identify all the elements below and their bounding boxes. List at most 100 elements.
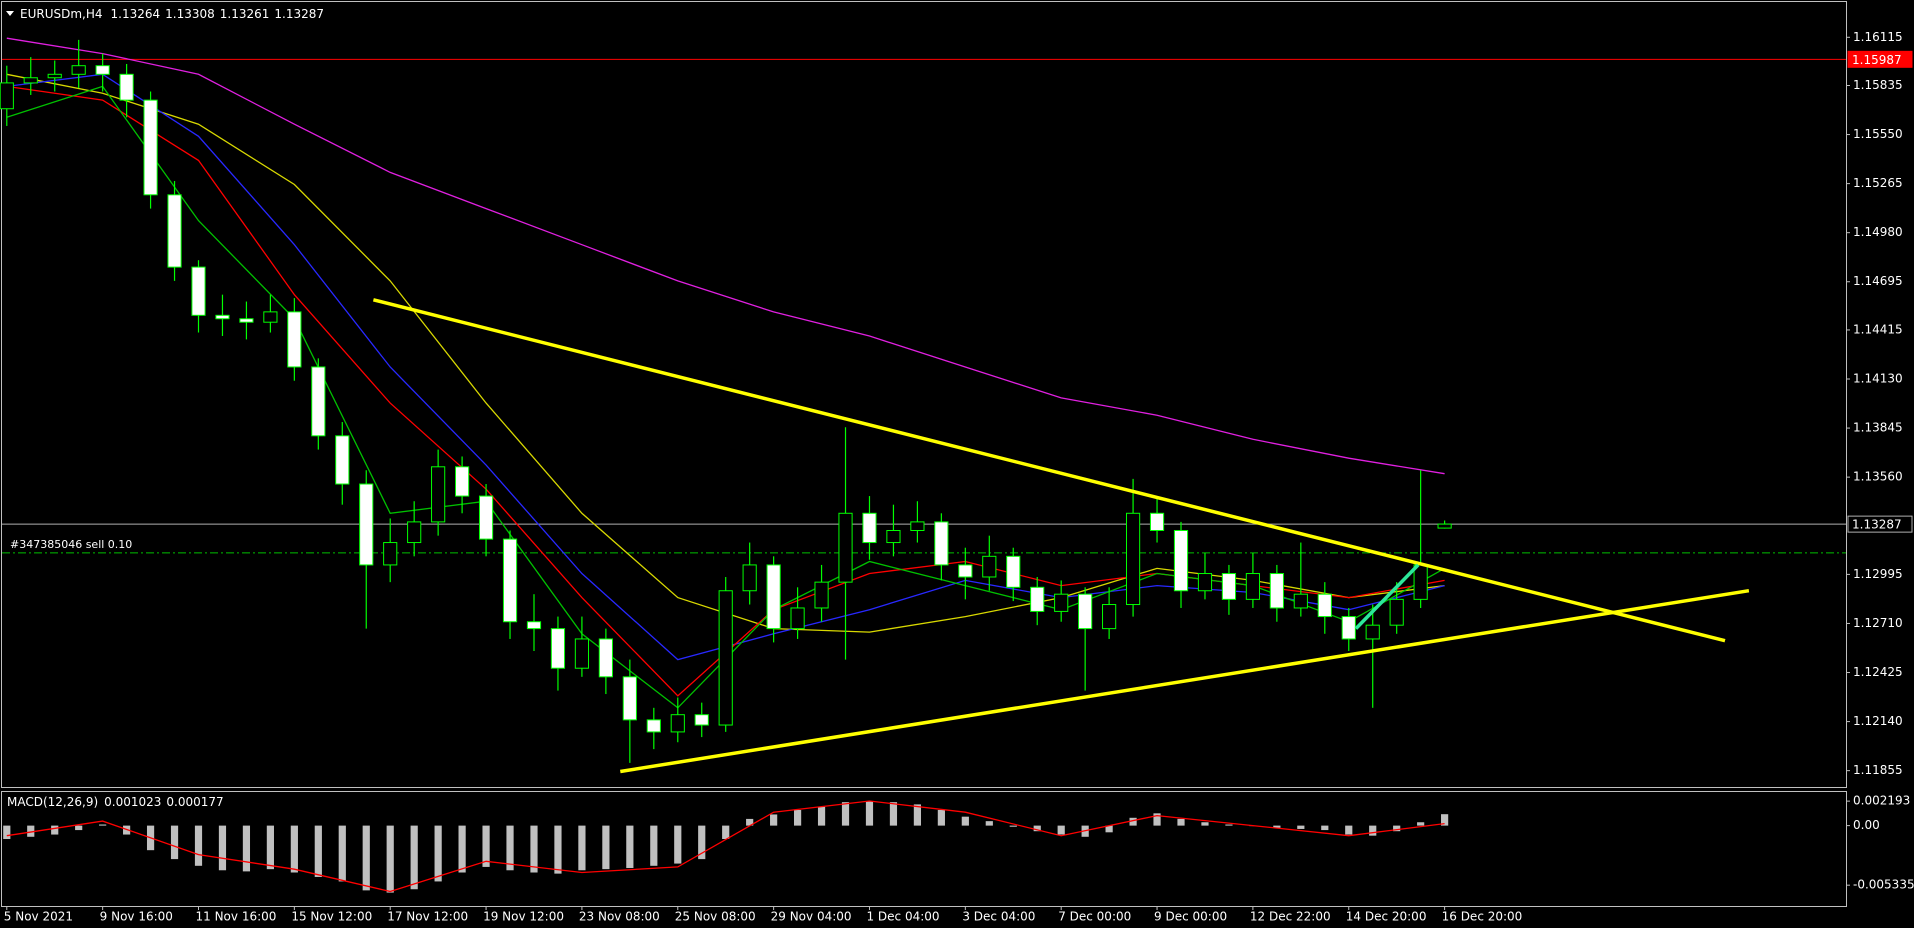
candle-body	[790, 607, 805, 630]
y-tick-label: 1.12995	[1853, 567, 1903, 581]
menu-arrow[interactable]	[6, 11, 14, 16]
macd-bar	[1297, 825, 1305, 829]
y-tick-label: -0.005335	[1853, 878, 1914, 892]
candle-body	[526, 621, 542, 630]
macd-main-value: 0.001023	[104, 795, 161, 809]
macd-bar	[386, 825, 394, 893]
ohlc-open: 1.13264	[111, 7, 161, 21]
candle-body	[431, 466, 446, 523]
x-tick-label: 15 Nov 12:00	[291, 910, 372, 924]
macd-bar	[362, 825, 370, 891]
macd-bar	[817, 806, 826, 826]
x-tick-label: 12 Dec 22:00	[1250, 910, 1331, 924]
candle-body	[455, 466, 470, 497]
candle-body	[694, 714, 709, 726]
macd-bar	[602, 825, 610, 870]
candle-body	[1030, 586, 1045, 612]
macd-signal	[6, 800, 1445, 893]
macd-bar	[194, 825, 203, 866]
candle-body	[862, 512, 877, 544]
y-tick-label: 0.00	[1853, 818, 1880, 832]
y-tick-label: 1.15835	[1853, 78, 1903, 92]
macd-bar	[1393, 825, 1401, 832]
macd-signal-value: 0.000177	[166, 795, 223, 809]
y-tick-label: 1.12425	[1853, 665, 1903, 679]
macd-bar	[1177, 818, 1185, 826]
candle-body	[287, 311, 302, 368]
macd-bar	[1345, 825, 1353, 835]
candle-body	[1389, 598, 1404, 626]
macd-layer: 0.002193 0.00 -0.005335 5 Nov 2021 9 Nov 16:…	[3, 794, 1914, 924]
candle-body	[838, 512, 853, 583]
macd-bar	[1057, 825, 1065, 835]
macd-bar	[770, 814, 778, 826]
candle-body	[574, 638, 590, 669]
candle-body	[0, 82, 14, 110]
candle-body	[1269, 573, 1284, 609]
y-tick-label: 1.16115	[1853, 30, 1903, 44]
candle-body	[23, 77, 38, 84]
ohlc-high: 1.13308	[165, 7, 215, 21]
candle-body	[407, 521, 422, 544]
y-tick-label: 1.13845	[1853, 421, 1903, 435]
macd-bar	[1129, 817, 1137, 826]
macd-bar	[434, 825, 442, 882]
macd-bar	[1105, 825, 1113, 833]
macd-header: MACD(12,26,9) 0.001023 0.000177	[7, 795, 224, 809]
macd-bar	[913, 804, 922, 826]
macd-bar	[674, 825, 682, 864]
candle-body	[934, 521, 949, 566]
macd-bar	[218, 825, 227, 871]
candle-body	[383, 542, 398, 566]
x-tick-label: 23 Nov 08:00	[579, 910, 660, 924]
candle-body	[1125, 512, 1141, 606]
x-tick-label: 9 Dec 00:00	[1154, 910, 1227, 924]
candle-body	[982, 555, 997, 578]
macd-bar	[865, 801, 874, 826]
order-label: #347385046 sell 0.10	[10, 538, 132, 551]
candle-body	[646, 719, 661, 733]
macd-bar	[314, 825, 322, 877]
trendline	[1354, 563, 1420, 630]
macd-title: MACD(12,26,9)	[7, 795, 98, 809]
trendline	[372, 298, 1726, 643]
macd-bar	[698, 825, 706, 860]
candle-body	[71, 65, 86, 75]
candle-body	[1317, 593, 1332, 618]
ohlc-close: 1.13287	[274, 7, 324, 21]
candle-body	[311, 366, 326, 437]
macd-bar	[3, 825, 11, 840]
macd-bar	[554, 825, 562, 874]
candle-body	[958, 564, 973, 578]
macd-bar	[242, 825, 251, 872]
y-tick-label: 1.14695	[1853, 274, 1903, 288]
macd-bar	[1225, 824, 1233, 826]
macd-bar	[1273, 825, 1281, 828]
macd-bar	[458, 825, 466, 873]
macd-bar	[75, 825, 83, 831]
trendline	[620, 588, 1750, 774]
x-tick-label: 25 Nov 08:00	[675, 910, 756, 924]
y-tick-label: 1.12140	[1853, 714, 1903, 728]
x-tick-label: 5 Nov 2021	[4, 910, 73, 924]
moving-average	[6, 37, 1445, 475]
candle-body	[1221, 573, 1237, 600]
candle-body	[1054, 593, 1069, 612]
symbol: EURUSDm,H4	[20, 7, 103, 21]
macd-bar	[1201, 822, 1209, 826]
chart-header: EURUSDm,H4 1.13264 1.13308 1.13261 1.13287	[20, 7, 324, 21]
macd-bar	[266, 825, 274, 870]
x-tick-label: 16 Dec 20:00	[1442, 910, 1523, 924]
macd-bar	[889, 802, 898, 826]
candle-body	[598, 638, 613, 678]
macd-bar	[1321, 825, 1329, 831]
y-tick-label: 1.14980	[1853, 225, 1903, 239]
candle-body	[1149, 512, 1165, 531]
x-tick-label: 1 Dec 04:00	[866, 910, 939, 924]
candle-body	[718, 590, 733, 726]
macd-bar	[746, 818, 754, 826]
candle-body	[814, 581, 829, 609]
macd-bar	[170, 825, 179, 860]
